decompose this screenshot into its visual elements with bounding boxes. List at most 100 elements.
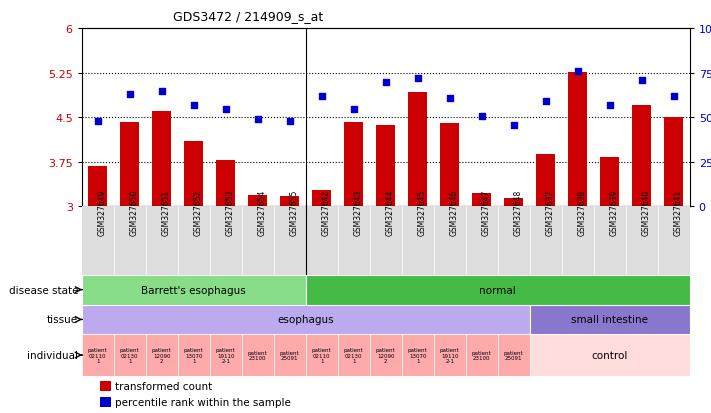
- Bar: [434, 335, 466, 376]
- Text: GSM327644: GSM327644: [385, 189, 395, 235]
- Text: transformed count: transformed count: [115, 381, 213, 391]
- Point: [124, 92, 135, 98]
- Text: GSM327650: GSM327650: [129, 189, 139, 235]
- Bar: [408, 93, 427, 207]
- Text: patient
02130
1: patient 02130 1: [120, 347, 139, 363]
- Bar: [88, 167, 107, 207]
- Bar: [504, 198, 523, 207]
- Point: [444, 95, 455, 102]
- Bar: [280, 196, 299, 207]
- Text: GSM327646: GSM327646: [449, 189, 459, 235]
- Text: patient
23100: patient 23100: [248, 350, 267, 361]
- Text: GSM327637: GSM327637: [546, 189, 555, 235]
- Bar: [178, 335, 210, 376]
- Text: patient
12090
2: patient 12090 2: [152, 347, 171, 363]
- Text: patient
12090
2: patient 12090 2: [376, 347, 395, 363]
- Bar: [466, 335, 498, 376]
- Bar: [536, 155, 555, 207]
- Bar: [216, 161, 235, 207]
- Point: [380, 79, 391, 86]
- Bar: [370, 335, 402, 376]
- Text: GSM327652: GSM327652: [193, 189, 203, 235]
- Point: [252, 116, 264, 123]
- Point: [92, 119, 104, 125]
- Text: normal: normal: [479, 285, 516, 295]
- Bar: [600, 157, 619, 207]
- Text: GSM327647: GSM327647: [481, 189, 491, 235]
- Bar: [632, 106, 651, 207]
- Point: [636, 78, 648, 84]
- Text: control: control: [592, 350, 628, 360]
- Point: [188, 102, 199, 109]
- Text: individual: individual: [27, 350, 78, 360]
- Point: [412, 76, 424, 82]
- Point: [156, 88, 168, 95]
- Text: disease state: disease state: [9, 285, 78, 295]
- Point: [604, 102, 616, 109]
- Text: GSM327645: GSM327645: [418, 189, 427, 235]
- Text: GSM327653: GSM327653: [226, 189, 235, 235]
- Bar: [312, 190, 331, 207]
- Point: [572, 69, 583, 75]
- Bar: [376, 125, 395, 207]
- Bar: [338, 335, 370, 376]
- Bar: [530, 305, 690, 335]
- Bar: [100, 381, 111, 391]
- Bar: [114, 335, 146, 376]
- Text: patient
02130
1: patient 02130 1: [344, 347, 363, 363]
- Text: GSM327654: GSM327654: [258, 189, 267, 235]
- Text: GSM327655: GSM327655: [290, 189, 299, 235]
- Text: patient
19110
2-1: patient 19110 2-1: [440, 347, 459, 363]
- Point: [540, 99, 552, 105]
- Text: patient
13070
1: patient 13070 1: [408, 347, 427, 363]
- Text: GSM327651: GSM327651: [162, 189, 171, 235]
- Point: [284, 119, 296, 125]
- Text: patient
19110
2-1: patient 19110 2-1: [216, 347, 235, 363]
- Bar: [498, 335, 530, 376]
- Bar: [440, 124, 459, 207]
- Text: patient
23100: patient 23100: [472, 350, 491, 361]
- Text: tissue: tissue: [47, 315, 78, 325]
- Text: patient
02110
1: patient 02110 1: [88, 347, 107, 363]
- Bar: [184, 142, 203, 207]
- Point: [476, 113, 487, 120]
- Text: patient
13070
1: patient 13070 1: [184, 347, 203, 363]
- Text: patient
25091: patient 25091: [504, 350, 523, 361]
- Text: patient
25091: patient 25091: [280, 350, 299, 361]
- Bar: [242, 335, 274, 376]
- Bar: [344, 123, 363, 207]
- Point: [668, 93, 680, 100]
- Bar: [472, 194, 491, 207]
- Text: GSM327638: GSM327638: [577, 189, 587, 235]
- Point: [220, 106, 232, 112]
- Text: GSM327639: GSM327639: [610, 189, 619, 235]
- Bar: [306, 275, 690, 305]
- Text: percentile rank within the sample: percentile rank within the sample: [115, 397, 291, 407]
- Bar: [210, 335, 242, 376]
- Bar: [664, 118, 683, 207]
- Text: GSM327642: GSM327642: [321, 189, 331, 235]
- Text: GSM327648: GSM327648: [513, 189, 523, 235]
- Text: GSM327643: GSM327643: [353, 189, 363, 235]
- Text: small intestine: small intestine: [571, 315, 648, 325]
- Text: GDS3472 / 214909_s_at: GDS3472 / 214909_s_at: [173, 10, 324, 23]
- Text: GSM327640: GSM327640: [642, 189, 651, 235]
- Text: GSM327649: GSM327649: [98, 189, 107, 235]
- Bar: [530, 335, 690, 376]
- Bar: [120, 122, 139, 207]
- Bar: [100, 397, 111, 407]
- Bar: [568, 73, 587, 207]
- Bar: [248, 195, 267, 207]
- Bar: [306, 335, 338, 376]
- Point: [508, 122, 519, 128]
- Bar: [402, 335, 434, 376]
- Bar: [82, 335, 114, 376]
- Bar: [82, 305, 530, 335]
- Point: [316, 93, 327, 100]
- Text: Barrett's esophagus: Barrett's esophagus: [141, 285, 246, 295]
- Bar: [82, 275, 306, 305]
- Text: esophagus: esophagus: [277, 315, 334, 325]
- Bar: [146, 335, 178, 376]
- Text: GSM327641: GSM327641: [674, 189, 683, 235]
- Text: patient
02110
1: patient 02110 1: [312, 347, 331, 363]
